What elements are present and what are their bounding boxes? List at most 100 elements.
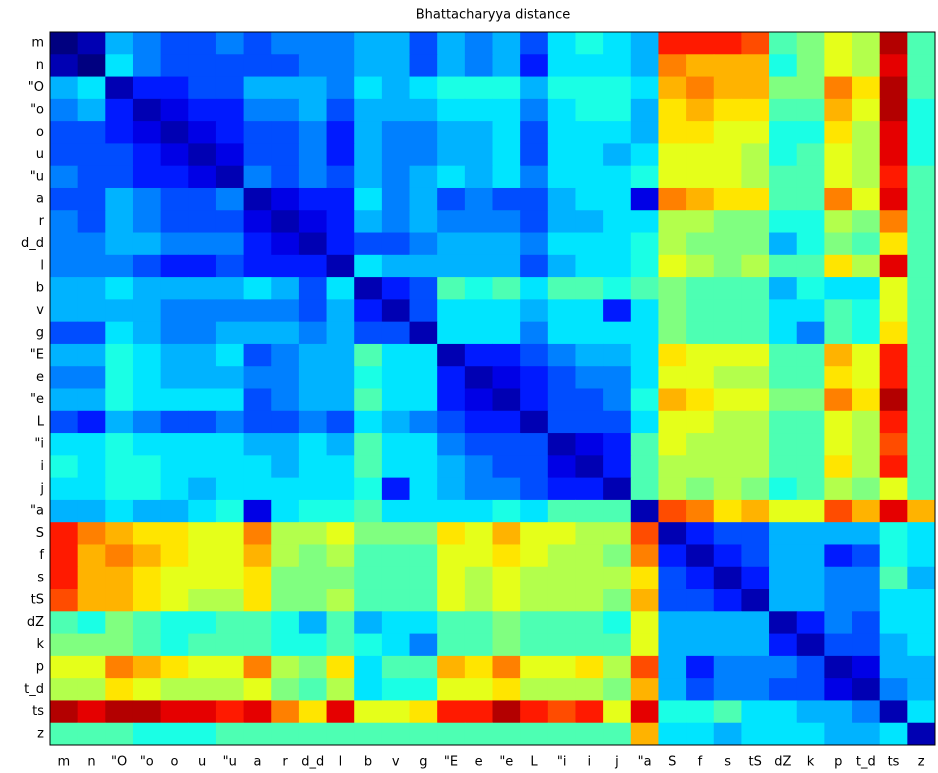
heatmap-cell — [437, 611, 466, 635]
heatmap-cell — [215, 433, 245, 456]
heatmap-cell — [824, 678, 853, 701]
heatmap-cell — [132, 700, 162, 724]
heatmap-cell — [603, 165, 632, 189]
heatmap-cell — [381, 98, 411, 122]
heatmap-cell — [381, 366, 411, 389]
heatmap-cell — [547, 254, 576, 278]
heatmap-cell — [50, 499, 79, 523]
heatmap-cell — [741, 455, 770, 479]
heatmap-cell — [298, 210, 328, 234]
heatmap-cell — [686, 566, 715, 590]
heatmap-cell — [437, 254, 466, 278]
heatmap-cell — [409, 54, 438, 78]
heatmap-cell — [50, 343, 79, 367]
heatmap-cell — [713, 455, 742, 479]
heatmap-cell — [381, 32, 411, 55]
heatmap-cell — [796, 277, 825, 300]
heatmap-cell — [492, 299, 521, 323]
heatmap-cell — [409, 366, 438, 389]
heatmap-cell — [50, 566, 79, 590]
heatmap-cell — [77, 187, 106, 211]
heatmap-cell — [160, 722, 189, 746]
heatmap-cell — [409, 566, 438, 590]
heatmap-cell — [630, 98, 659, 122]
heatmap-cell — [492, 611, 521, 635]
heatmap-cell — [464, 499, 493, 523]
x-tick-label: dZ — [774, 755, 791, 770]
heatmap-cell — [630, 165, 659, 189]
heatmap-cell — [824, 143, 853, 167]
heatmap-cell — [326, 477, 355, 501]
heatmap-cell — [520, 433, 549, 456]
heatmap-cell — [492, 655, 521, 679]
heatmap-cell — [575, 455, 604, 479]
heatmap-cell — [630, 121, 659, 144]
heatmap-cell — [520, 611, 549, 635]
heatmap-cell — [686, 455, 715, 479]
heatmap-cell — [381, 722, 411, 746]
heatmap-cell — [464, 655, 493, 679]
heatmap-cell — [520, 544, 549, 568]
heatmap-cell — [132, 455, 162, 479]
heatmap-cell — [105, 321, 134, 345]
heatmap-cell — [437, 187, 466, 211]
heatmap-cell — [354, 433, 383, 456]
heatmap-cell — [630, 678, 659, 701]
heatmap-cell — [492, 98, 521, 122]
y-tick-label: r — [39, 214, 45, 229]
heatmap-cell — [686, 366, 715, 389]
heatmap-cell — [547, 678, 576, 701]
heatmap-cell — [769, 477, 798, 501]
heatmap-cell — [630, 655, 659, 679]
heatmap-cell — [132, 210, 162, 234]
heatmap-cell — [105, 98, 134, 122]
heatmap-cell — [188, 388, 217, 412]
heatmap-cell — [354, 722, 383, 746]
heatmap-cell — [271, 477, 300, 501]
heatmap-cell — [132, 566, 162, 590]
heatmap-cell — [464, 589, 493, 612]
heatmap-cell — [796, 98, 825, 122]
heatmap-cell — [50, 76, 79, 100]
heatmap-cell — [824, 277, 853, 300]
heatmap-cell — [298, 187, 328, 211]
heatmap-cell — [409, 299, 438, 323]
heatmap-cell — [796, 343, 825, 367]
heatmap-cell — [409, 611, 438, 635]
heatmap-cell — [409, 655, 438, 679]
heatmap-cell — [381, 544, 411, 568]
heatmap-cell — [354, 477, 383, 501]
heatmap-cell — [575, 566, 604, 590]
heatmap-cell — [243, 76, 272, 100]
heatmap-cell — [132, 477, 162, 501]
heatmap-cell — [520, 633, 549, 657]
heatmap-cell — [215, 611, 245, 635]
heatmap-cell — [50, 678, 79, 701]
heatmap-cell — [215, 678, 245, 701]
heatmap-cell — [271, 121, 300, 144]
heatmap-cell — [326, 54, 355, 78]
heatmap-cell — [243, 477, 272, 501]
heatmap-cell — [215, 32, 245, 55]
heatmap-cell — [243, 611, 272, 635]
heatmap-cell — [105, 388, 134, 412]
heatmap-cell — [879, 366, 908, 389]
heatmap-cell — [824, 433, 853, 456]
heatmap-cell — [520, 254, 549, 278]
heatmap-cell — [326, 98, 355, 122]
heatmap-cell — [132, 633, 162, 657]
y-tick-label: n — [36, 58, 44, 73]
heatmap-cell — [796, 477, 825, 501]
heatmap-cell — [188, 722, 217, 746]
heatmap-cell — [105, 121, 134, 144]
heatmap-cell — [298, 121, 328, 144]
heatmap-cell — [77, 410, 106, 434]
heatmap-cell — [77, 98, 106, 122]
heatmap-cell — [354, 121, 383, 144]
heatmap-cell — [796, 566, 825, 590]
heatmap-cell — [686, 232, 715, 256]
heatmap-cell — [326, 655, 355, 679]
heatmap-cell — [796, 187, 825, 211]
heatmap-cell — [907, 611, 936, 635]
heatmap-cell — [132, 165, 162, 189]
